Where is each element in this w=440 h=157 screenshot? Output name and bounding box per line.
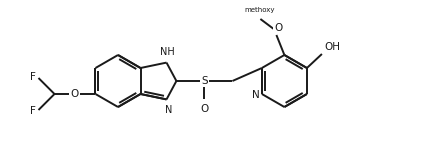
Text: N: N	[252, 90, 260, 100]
Text: S: S	[201, 76, 208, 86]
Text: O: O	[200, 104, 209, 114]
Text: NH: NH	[160, 47, 175, 57]
Text: OH: OH	[324, 42, 340, 52]
Text: methoxy: methoxy	[244, 7, 275, 13]
Text: O: O	[70, 89, 79, 99]
Text: O: O	[274, 23, 282, 33]
Text: N: N	[165, 105, 172, 115]
Text: F: F	[29, 106, 36, 116]
Text: F: F	[29, 72, 36, 82]
